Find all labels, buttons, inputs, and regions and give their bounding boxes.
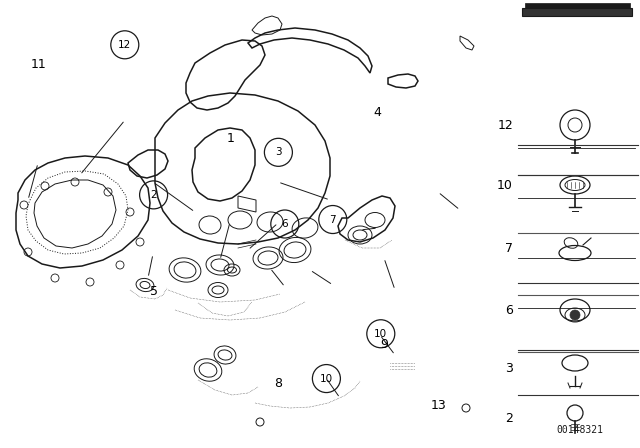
Text: 9: 9 [380, 338, 388, 352]
Text: 6: 6 [282, 219, 288, 229]
Text: 5: 5 [150, 284, 157, 298]
Text: 8: 8 [275, 376, 282, 390]
Polygon shape [522, 8, 632, 16]
Circle shape [570, 310, 580, 320]
Text: 12: 12 [118, 40, 131, 50]
Polygon shape [525, 3, 630, 8]
Text: 00148321: 00148321 [557, 425, 604, 435]
Text: 6: 6 [505, 303, 513, 316]
Text: 10: 10 [374, 329, 387, 339]
Text: 7: 7 [505, 241, 513, 254]
Text: 2: 2 [150, 190, 157, 200]
Text: 2: 2 [505, 412, 513, 425]
Text: 10: 10 [320, 374, 333, 383]
Text: 12: 12 [497, 119, 513, 132]
Text: 1: 1 [227, 132, 234, 146]
Text: 3: 3 [275, 147, 282, 157]
Text: 11: 11 [31, 58, 46, 72]
Text: 3: 3 [505, 362, 513, 375]
Text: 13: 13 [431, 399, 446, 412]
Text: 7: 7 [330, 215, 336, 224]
Text: 10: 10 [497, 178, 513, 191]
Text: 4: 4 [374, 105, 381, 119]
